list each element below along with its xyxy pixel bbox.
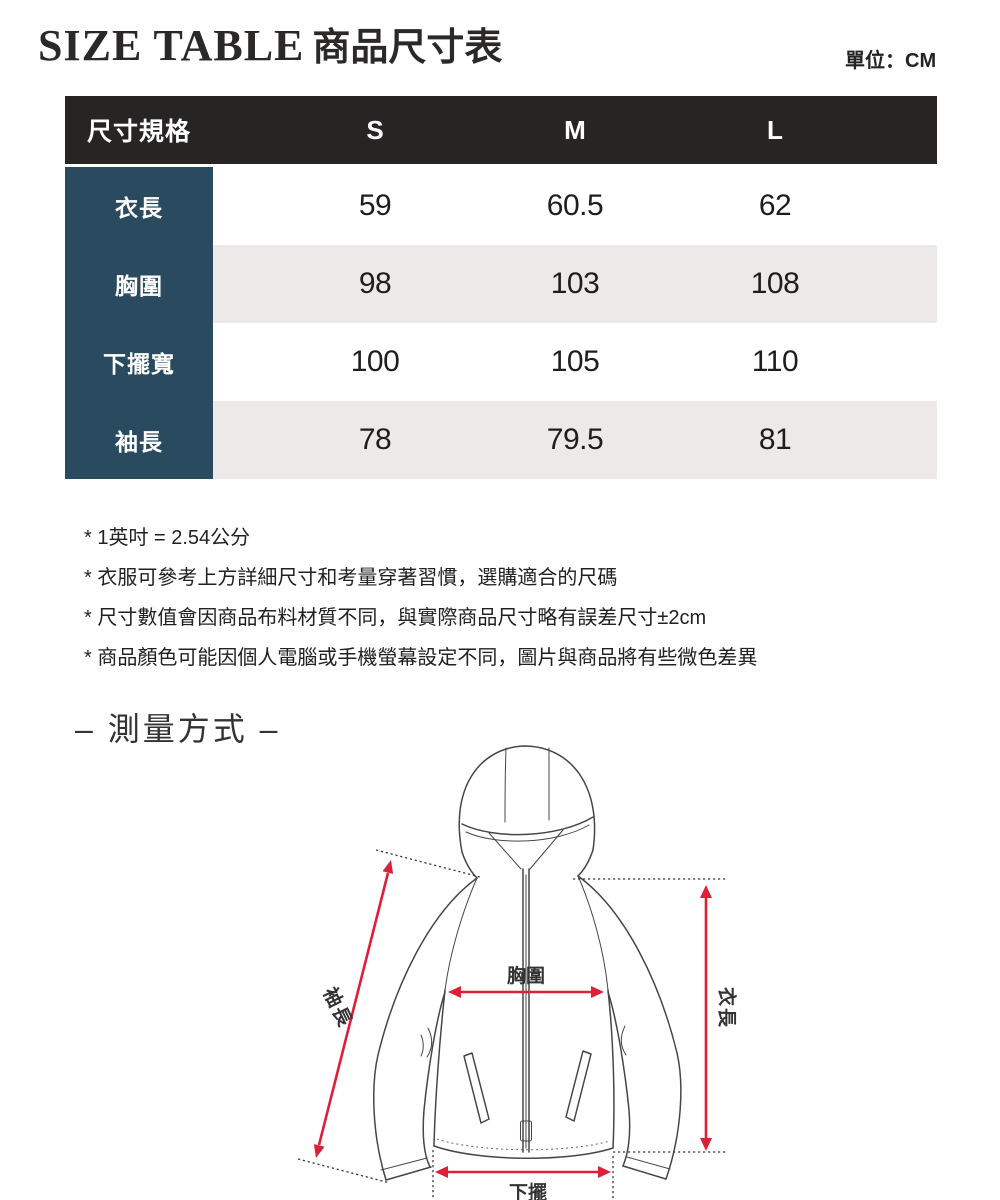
title-chinese: 商品尺寸表 — [312, 27, 503, 69]
cell-value: 62 — [758, 189, 792, 222]
size-table-body: 衣長 59 60.5 62 胸圍 98 103 108 下擺寬 100 — [65, 167, 937, 479]
size-col-m: M — [564, 114, 586, 145]
chest-label: 胸圍 — [507, 964, 545, 987]
jacket-outline — [373, 745, 682, 1181]
spec-header-cell: 尺寸規格 — [86, 118, 191, 146]
row-values: 78 79.5 81 — [213, 401, 937, 479]
row-label: 胸圍 — [65, 245, 213, 323]
row-label: 衣長 — [65, 167, 213, 245]
cell-value: 105 — [550, 345, 600, 378]
note-line: * 衣服可參考上方詳細尺寸和考量穿著習慣，選購適合的尺碼 — [84, 567, 618, 589]
cell-value: 108 — [750, 267, 800, 300]
table-row-sleeve-length: 袖長 78 79.5 81 — [65, 401, 937, 479]
chest-width-arrow — [448, 986, 604, 998]
row-label: 下擺寬 — [65, 323, 213, 401]
title-english: SIZE TABLE — [38, 21, 305, 70]
size-header-cells: S M L — [213, 96, 937, 164]
row-values: 98 103 108 — [213, 245, 937, 323]
cell-value: 100 — [350, 345, 400, 378]
size-table-header-row: 尺寸規格 S M L — [65, 96, 937, 164]
table-row-hem-width: 下擺寬 100 105 110 — [65, 323, 937, 401]
notes-list: * 1英吋 = 2.54公分 * 衣服可參考上方詳細尺寸和考量穿著習慣，選購適合… — [84, 518, 757, 678]
table-row-garment-length: 衣長 59 60.5 62 — [65, 167, 937, 245]
size-table: 尺寸規格 S M L 衣長 59 60.5 62 胸圍 98 103 — [65, 96, 937, 479]
garment-length-label: 衣長 — [716, 987, 739, 1029]
cell-value: 59 — [358, 189, 392, 222]
cell-value: 98 — [358, 267, 392, 300]
garment-length-arrow — [700, 885, 712, 1151]
measurement-diagram: 胸圍 袖長 衣長 下擺 — [297, 745, 739, 1200]
note-line: * 商品顏色可能因個人電腦或手機螢幕設定不同，圖片與商品將有些微色差異 — [84, 647, 758, 669]
note-line: * 1英吋 = 2.54公分 — [84, 527, 251, 549]
table-row-chest: 胸圍 98 103 108 — [65, 245, 937, 323]
measurement-heading: – 測量方式 – — [75, 711, 281, 747]
cell-value: 78 — [358, 423, 392, 456]
note-line: * 尺寸數值會因商品布料材質不同，與實際商品尺寸略有誤差尺寸±2cm — [84, 607, 707, 629]
cell-value: 81 — [758, 423, 792, 456]
size-col-s: S — [366, 114, 384, 145]
sleeve-length-label: 袖長 — [318, 984, 357, 1032]
cell-value: 60.5 — [546, 189, 604, 222]
sleeve-length-arrow — [313, 860, 394, 1158]
page-title: SIZE TABLE 商品尺寸表 — [38, 16, 502, 71]
row-values: 100 105 110 — [213, 323, 937, 401]
cell-value: 110 — [751, 345, 799, 378]
guide-lines — [297, 849, 728, 1199]
cell-value: 79.5 — [546, 423, 604, 456]
unit-label: 單位：CM — [845, 50, 937, 72]
row-values: 59 60.5 62 — [213, 167, 937, 245]
hem-width-arrow — [435, 1166, 611, 1178]
size-col-l: L — [767, 114, 783, 145]
cell-value: 103 — [550, 267, 600, 300]
row-label: 袖長 — [65, 401, 213, 479]
hem-label: 下擺 — [509, 1181, 547, 1200]
